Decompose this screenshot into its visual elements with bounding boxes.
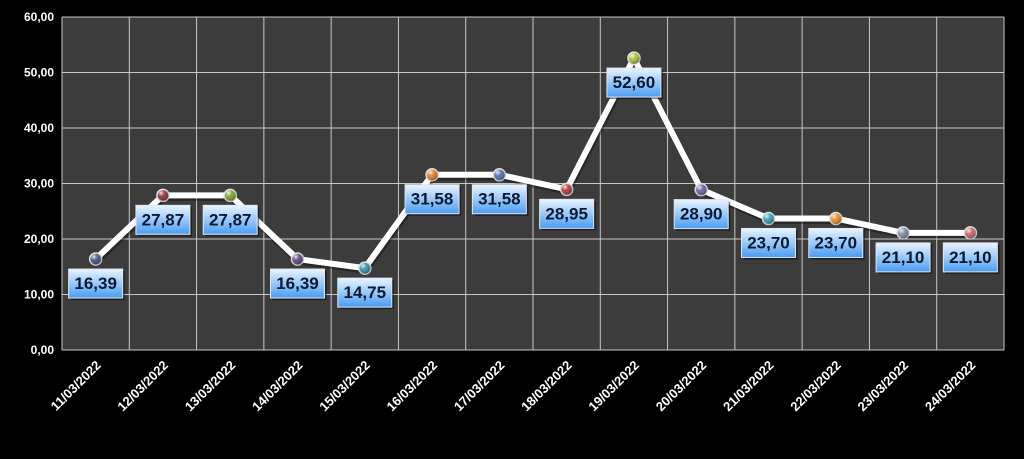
data-label-text: 31,58 bbox=[478, 190, 521, 209]
data-label-text: 14,75 bbox=[344, 283, 387, 302]
data-point-marker bbox=[896, 226, 910, 240]
data-point-marker bbox=[223, 188, 237, 203]
data-label-text: 28,90 bbox=[680, 205, 723, 224]
data-label-text: 16,39 bbox=[74, 274, 117, 293]
data-label: 31,58 bbox=[404, 184, 462, 216]
data-point-marker bbox=[829, 211, 843, 226]
data-label-text: 31,58 bbox=[411, 190, 454, 209]
data-label: 27,87 bbox=[202, 204, 260, 237]
data-point-marker bbox=[694, 182, 708, 197]
data-label: 28,95 bbox=[539, 198, 596, 231]
data-label-text: 52,60 bbox=[613, 73, 656, 92]
y-tick-label: 0,00 bbox=[31, 343, 55, 357]
data-label: 21,10 bbox=[875, 242, 933, 274]
y-axis: 0,00 10,00 20,00 30,00 40,00 50,00 60,00 bbox=[24, 10, 54, 357]
y-tick-label: 60,00 bbox=[24, 10, 54, 24]
data-label: 52,60 bbox=[606, 67, 663, 100]
data-label: 23,70 bbox=[741, 227, 798, 260]
data-label-text: 23,70 bbox=[747, 233, 790, 252]
y-tick-label: 10,00 bbox=[24, 288, 54, 302]
data-label: 23,70 bbox=[808, 227, 865, 260]
data-label-text: 28,95 bbox=[545, 204, 588, 223]
data-point-marker bbox=[627, 51, 641, 65]
data-point-marker bbox=[761, 211, 776, 226]
data-point-marker bbox=[425, 167, 439, 182]
data-point-marker bbox=[963, 226, 978, 240]
y-tick-label: 50,00 bbox=[24, 66, 54, 80]
data-label: 16,39 bbox=[68, 268, 125, 301]
data-point-marker bbox=[559, 182, 574, 197]
data-label: 16,39 bbox=[270, 268, 327, 301]
data-label-text: 21,10 bbox=[949, 248, 992, 267]
y-tick-label: 30,00 bbox=[24, 177, 54, 191]
data-label: 14,75 bbox=[337, 277, 394, 310]
y-tick-label: 20,00 bbox=[24, 232, 54, 246]
data-point-marker bbox=[156, 188, 170, 203]
data-labels-group: 16,39 27,87 27,87 16,39 14,75 31,58 31,58 28,95… bbox=[68, 67, 1000, 310]
data-label-text: 23,70 bbox=[815, 233, 858, 252]
data-point-marker bbox=[88, 252, 103, 266]
data-label-text: 16,39 bbox=[276, 274, 319, 293]
data-label-text: 27,87 bbox=[142, 210, 185, 229]
markers-group bbox=[88, 51, 978, 275]
grid-lines bbox=[61, 16, 1005, 351]
data-label: 28,90 bbox=[673, 199, 731, 231]
data-label: 27,87 bbox=[135, 204, 192, 237]
data-label: 21,10 bbox=[942, 242, 1000, 274]
data-point-marker bbox=[290, 252, 305, 266]
data-point-marker bbox=[492, 167, 507, 182]
data-label: 31,58 bbox=[471, 184, 529, 216]
data-label-text: 27,87 bbox=[209, 210, 252, 229]
data-label-text: 21,10 bbox=[882, 248, 925, 267]
data-point-marker bbox=[358, 261, 372, 275]
y-tick-label: 40,00 bbox=[24, 121, 54, 135]
